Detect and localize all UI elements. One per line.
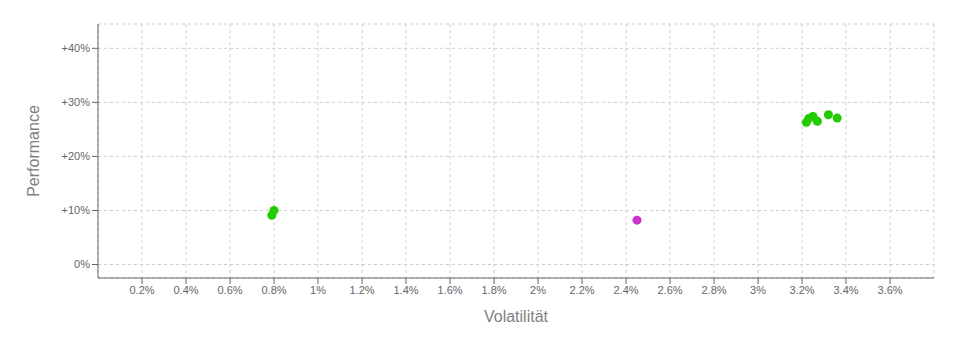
svg-text:3%: 3% (750, 284, 766, 296)
svg-text:Volatilität: Volatilität (484, 308, 549, 325)
svg-text:+10%: +10% (62, 204, 91, 216)
svg-text:2.4%: 2.4% (613, 284, 638, 296)
svg-text:+30%: +30% (62, 96, 91, 108)
svg-text:3.2%: 3.2% (789, 284, 814, 296)
svg-text:Performance: Performance (25, 105, 42, 197)
svg-text:0%: 0% (74, 258, 90, 270)
svg-text:1%: 1% (310, 284, 326, 296)
svg-text:0.4%: 0.4% (173, 284, 198, 296)
svg-text:1.6%: 1.6% (437, 284, 462, 296)
svg-text:1.8%: 1.8% (481, 284, 506, 296)
svg-text:0.6%: 0.6% (217, 284, 242, 296)
svg-text:2%: 2% (530, 284, 546, 296)
svg-text:3.6%: 3.6% (877, 284, 902, 296)
svg-text:0.2%: 0.2% (129, 284, 154, 296)
svg-text:+40%: +40% (62, 42, 91, 54)
svg-text:3.4%: 3.4% (833, 284, 858, 296)
svg-text:2.8%: 2.8% (701, 284, 726, 296)
svg-text:2.6%: 2.6% (657, 284, 682, 296)
svg-text:1.4%: 1.4% (393, 284, 418, 296)
svg-text:1.2%: 1.2% (349, 284, 374, 296)
svg-text:+20%: +20% (62, 150, 91, 162)
svg-text:0.8%: 0.8% (261, 284, 286, 296)
svg-text:2.2%: 2.2% (569, 284, 594, 296)
